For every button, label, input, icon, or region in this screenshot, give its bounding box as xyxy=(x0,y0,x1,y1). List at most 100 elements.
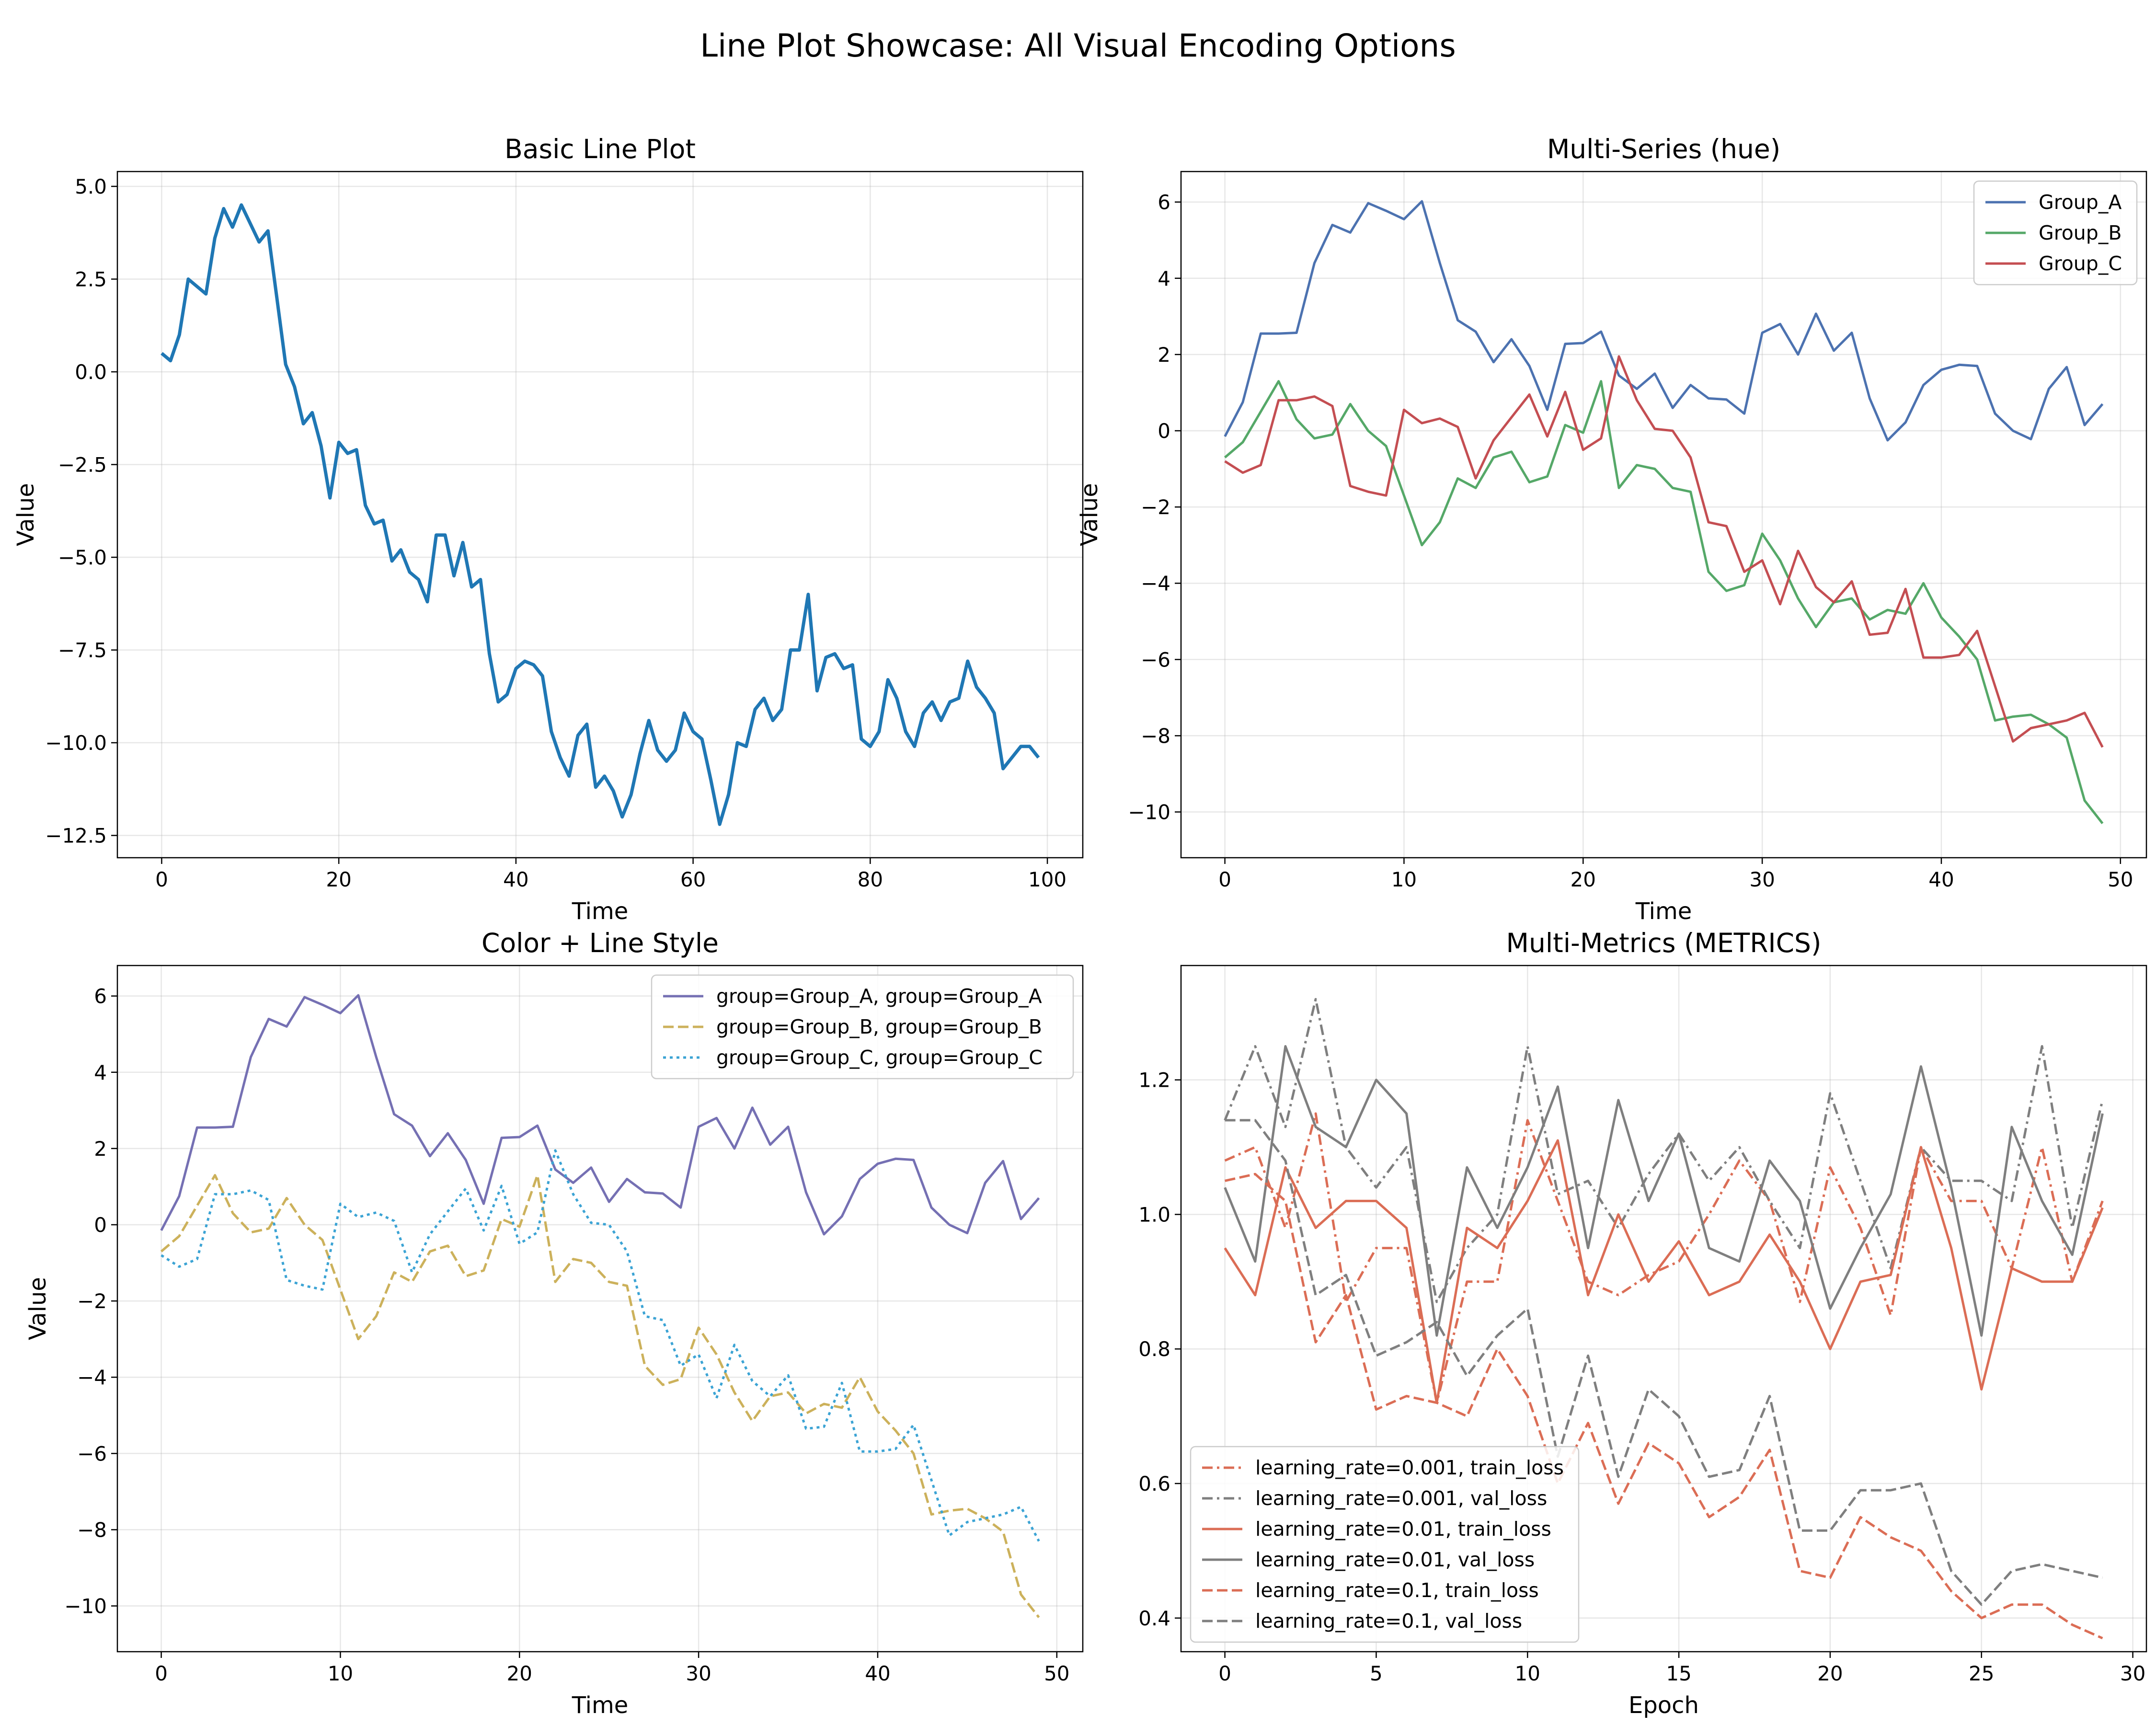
y-tick-label: 0 xyxy=(94,1213,107,1237)
x-tick-label: 40 xyxy=(503,868,528,891)
legend-entry-label: group=Group_A, group=Group_A xyxy=(716,985,1042,1008)
y-tick-label: 6 xyxy=(1158,191,1170,214)
legend-entry-label: group=Group_C, group=Group_C xyxy=(716,1046,1043,1069)
y-tick-label: −5.0 xyxy=(58,546,107,569)
y-tick-label: 1.2 xyxy=(1138,1069,1170,1092)
x-axis-label: Epoch xyxy=(1628,1692,1699,1719)
x-tick-label: 0 xyxy=(1218,1662,1231,1685)
plot-area xyxy=(117,172,1083,858)
series-line-2 xyxy=(1224,380,2104,824)
legend-entry-label: Group_A xyxy=(2039,191,2122,214)
y-tick-label: 0.8 xyxy=(1138,1337,1170,1361)
series-line-4 xyxy=(1224,1045,2104,1337)
x-tick-label: 40 xyxy=(865,1662,890,1685)
legend-entry-label: learning_rate=0.001, train_loss xyxy=(1255,1456,1564,1479)
legend: Group_A Group_B Group_C xyxy=(1973,180,2138,286)
series-line-5 xyxy=(1225,1173,2103,1640)
legend-entry-label: learning_rate=0.1, val_loss xyxy=(1255,1610,1522,1633)
subplot-title: Color + Line Style xyxy=(482,928,719,958)
x-tick-label: 10 xyxy=(1515,1662,1540,1685)
x-tick-label: 20 xyxy=(1571,868,1596,891)
y-tick-label: −4 xyxy=(1141,572,1170,595)
y-tick-label: 0.0 xyxy=(75,360,107,384)
y-tick-label: −8 xyxy=(77,1518,107,1541)
plot-area xyxy=(1181,172,2146,858)
x-tick-label: 20 xyxy=(326,868,351,891)
series-line-2 xyxy=(160,1174,1040,1618)
x-tick-label: 40 xyxy=(1928,868,1954,891)
x-axis-label: Time xyxy=(572,1692,628,1719)
y-tick-label: 2 xyxy=(1158,343,1170,367)
x-tick-label: 15 xyxy=(1666,1662,1691,1685)
axes-frame xyxy=(1180,965,2147,1653)
x-tick-label: 20 xyxy=(507,1662,532,1685)
y-tick-label: −7.5 xyxy=(58,639,107,662)
y-tick-label: −4 xyxy=(77,1366,107,1389)
x-tick-label: 25 xyxy=(1969,1662,1994,1685)
x-tick-label: 80 xyxy=(858,868,883,891)
subplot-grid: 0 20 40 60 80 1005.02.50.0−2.5−5.0−7.5−10.0−1… xyxy=(12,134,2147,1719)
y-tick-label: 5.0 xyxy=(75,175,107,198)
y-tick-label: −2.5 xyxy=(58,453,107,477)
series-group xyxy=(1224,998,2104,1640)
legend: learning_rate=0.001, train_loss learning_… xyxy=(1190,1446,1580,1643)
subplot-4: 0 5 10 15 20 25 30 1.2 1.0 0.8 0.6 0.4 Multi-Metrics… xyxy=(1138,928,2147,1719)
figure-suptitle: Line Plot Showcase: All Visual Encoding … xyxy=(700,27,1456,64)
legend-entry-label: group=Group_B, group=Group_B xyxy=(716,1015,1042,1038)
y-tick-label: −10 xyxy=(1128,801,1170,824)
axes-frame xyxy=(116,171,1084,859)
y-tick-label: −8 xyxy=(1141,724,1170,748)
legend-entry-label: learning_rate=0.01, train_loss xyxy=(1255,1518,1551,1541)
plot-area xyxy=(117,966,1083,1652)
y-tick-label: 6 xyxy=(94,985,107,1008)
y-axis-label: Value xyxy=(1076,483,1103,546)
y-tick-label: −10.0 xyxy=(45,731,107,755)
series-line-1 xyxy=(1224,200,2104,442)
legend-entry-label: Group_B xyxy=(2039,221,2122,244)
y-tick-label: 0 xyxy=(1158,419,1170,443)
series-line-2 xyxy=(1224,998,2104,1303)
y-tick-label: 2.5 xyxy=(75,267,107,291)
x-tick-label: 30 xyxy=(2120,1662,2145,1685)
x-tick-label: 0 xyxy=(155,1662,168,1685)
legend-entry-label: learning_rate=0.001, val_loss xyxy=(1255,1487,1547,1510)
legend-box xyxy=(1190,1446,1580,1643)
y-tick-label: 4 xyxy=(1158,267,1170,290)
series-line-1 xyxy=(1224,1112,2104,1404)
y-tick-label: −2 xyxy=(1141,495,1170,519)
x-tick-label: 0 xyxy=(1218,868,1231,891)
x-tick-label: 5 xyxy=(1370,1662,1383,1685)
x-tick-label: 60 xyxy=(680,868,706,891)
x-axis-label: Time xyxy=(1635,898,1692,925)
y-axis-label: Value xyxy=(12,483,39,546)
x-tick-label: 100 xyxy=(1028,868,1067,891)
y-tick-label: 1.0 xyxy=(1138,1203,1170,1226)
x-tick-label: 30 xyxy=(1749,868,1775,891)
series-line-1 xyxy=(160,994,1040,1236)
series-line-3 xyxy=(161,1149,1040,1542)
x-tick-label: 20 xyxy=(1817,1662,1843,1685)
y-tick-label: 0.4 xyxy=(1138,1607,1170,1630)
y-tick-label: −6 xyxy=(77,1442,107,1465)
x-tick-label: 30 xyxy=(686,1662,711,1685)
x-tick-label: 50 xyxy=(1044,1662,1069,1685)
series-line-1 xyxy=(161,203,1040,826)
subplot-title: Multi-Series (hue) xyxy=(1547,134,1780,164)
x-tick-label: 10 xyxy=(1391,868,1417,891)
legend: group=Group_A, group=Group_A group=Group_… xyxy=(651,974,1074,1080)
y-tick-label: 2 xyxy=(94,1137,107,1161)
x-axis-label: Time xyxy=(572,898,628,925)
axes-frame xyxy=(116,965,1084,1653)
x-tick-label: 50 xyxy=(2108,868,2133,891)
series-group xyxy=(161,203,1040,826)
y-tick-label: −12.5 xyxy=(45,824,107,848)
subplot-title: Multi-Metrics (METRICS) xyxy=(1506,928,1822,958)
y-tick-label: 4 xyxy=(94,1061,107,1084)
legend-box xyxy=(651,974,1074,1080)
legend-box xyxy=(1973,180,2138,286)
legend-entry-label: learning_rate=0.01, val_loss xyxy=(1255,1548,1535,1571)
x-tick-label: 0 xyxy=(155,868,168,891)
